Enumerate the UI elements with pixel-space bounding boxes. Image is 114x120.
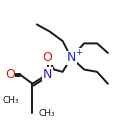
Text: N: N bbox=[66, 51, 75, 64]
Text: CH₃: CH₃ bbox=[39, 109, 55, 118]
Text: +: + bbox=[75, 48, 82, 57]
Text: O: O bbox=[42, 51, 52, 64]
Text: N: N bbox=[43, 68, 52, 81]
Text: O: O bbox=[5, 68, 15, 81]
Text: CH₃: CH₃ bbox=[3, 96, 19, 105]
